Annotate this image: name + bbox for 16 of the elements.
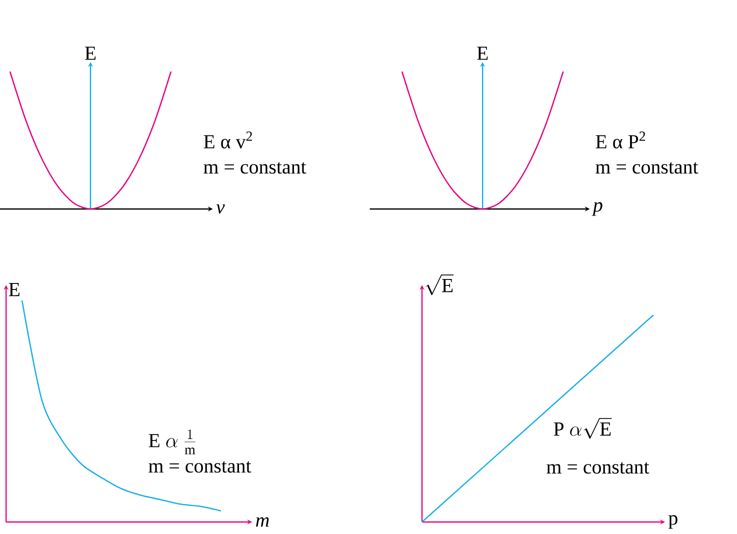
text: E α v$^{2}$ xyxy=(204,132,252,148)
x-axis-title: p xyxy=(668,515,678,529)
annotation: m = constant xyxy=(148,461,252,473)
y-axis-title: E xyxy=(84,46,96,60)
y-axis-title: $\sqrt{\mathrm{E}}$ xyxy=(426,274,454,296)
y-axis-title: E xyxy=(477,46,488,60)
x-axis-title: m xyxy=(256,517,269,527)
text: m = constant xyxy=(204,162,306,174)
x-axis-title: p xyxy=(592,202,602,216)
annotation: $\mathrm{P}\ \alpha\sqrt{\mathrm{E}}$ xyxy=(554,418,612,439)
y-axis-title: E xyxy=(8,283,20,296)
text: E α P$^{2}$ xyxy=(596,132,646,148)
text: m = constant xyxy=(596,162,698,174)
x-axis-title: v xyxy=(216,204,225,214)
annotation: $\mathrm{E}\ \alpha\ \frac{1}{\mathrm{m}}$ xyxy=(148,429,196,454)
annotation: m = constant xyxy=(546,462,650,474)
